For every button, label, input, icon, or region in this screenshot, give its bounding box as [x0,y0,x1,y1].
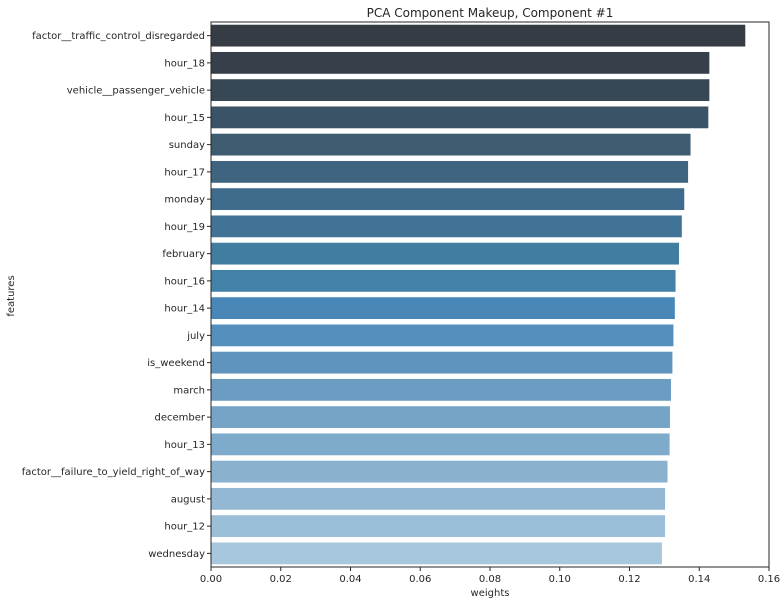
y-tick-label: monday [164,195,205,206]
y-tick-label: july [186,331,205,342]
bar-sunday [211,133,691,156]
bar-vehicle__passenger_vehicle [211,79,710,102]
y-tick-label: hour_15 [164,113,205,124]
y-tick-label: factor__failure_to_yield_right_of_way [22,467,205,478]
y-tick-label: is_weekend [147,358,205,369]
bar-hour_15 [211,106,709,129]
x-tick-label: 0.16 [758,574,780,585]
y-tick-label: august [171,494,205,505]
y-tick-label: hour_12 [164,522,205,533]
chart-title: PCA Component Makeup, Component #1 [367,6,614,20]
bar-hour_14 [211,297,675,320]
y-tick-label: hour_13 [164,440,205,451]
bar-december [211,406,670,429]
bar-july [211,324,674,347]
y-tick-label: sunday [169,140,205,151]
y-tick-label: march [173,385,205,396]
x-tick-label: 0.06 [409,574,431,585]
x-tick-label: 0.02 [270,574,292,585]
y-tick-label: december [154,413,205,424]
x-axis-title: weights [471,588,510,599]
y-tick-label: wednesday [148,549,205,560]
y-tick-label: factor__traffic_control_disregarded [32,31,205,42]
bar-hour_13 [211,433,670,456]
bar-hour_17 [211,160,689,183]
bar-wednesday [211,542,662,565]
y-axis-title: features [6,275,17,316]
y-tick-label: hour_16 [164,276,205,287]
x-tick-label: 0.04 [339,574,361,585]
bar-february [211,242,680,265]
bar-is_weekend [211,351,673,374]
x-tick-labels: 0.00 0.02 0.04 0.06 0.08 0.10 0.12 0.14 0.16 [200,567,780,585]
bar-hour_18 [211,51,710,74]
bar-factor__failure_to_yield_right_of_way [211,460,668,483]
bar-hour_12 [211,515,666,538]
bars-group [211,24,746,565]
bar-factor__traffic_control_disregarded [211,24,746,47]
bar-monday [211,188,685,211]
y-tick-label: hour_18 [164,58,205,69]
bar-hour_19 [211,215,682,238]
y-tick-label: vehicle__passenger_vehicle [67,86,205,97]
x-tick-label: 0.08 [479,574,501,585]
x-tick-label: 0.12 [618,574,640,585]
y-tick-label: february [162,249,205,260]
x-tick-label: 0.14 [688,574,710,585]
x-tick-label: 0.00 [200,574,222,585]
y-tick-label: hour_14 [164,304,205,315]
bar-hour_16 [211,269,676,292]
y-tick-label: hour_17 [164,167,205,178]
bar-august [211,487,666,510]
bar-march [211,378,672,401]
y-tick-label: hour_19 [164,222,205,233]
y-tick-labels: factor__traffic_control_disregarded hour_… [22,31,211,560]
plot-frame [210,21,770,568]
x-tick-label: 0.10 [549,574,571,585]
